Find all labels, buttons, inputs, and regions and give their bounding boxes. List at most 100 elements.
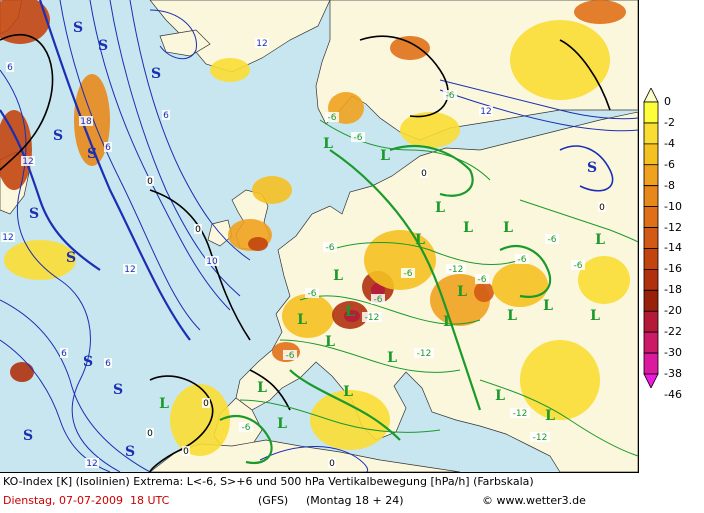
isoline-label-background bbox=[60, 348, 68, 358]
color-scale-swatch bbox=[643, 206, 659, 228]
isoline-label-background bbox=[21, 156, 35, 166]
isoline-value-label: -6 bbox=[574, 261, 583, 271]
isoline-value-label: 6 bbox=[105, 143, 111, 153]
isoline-label-background bbox=[104, 358, 112, 368]
vertical-motion-cell bbox=[371, 283, 385, 297]
color-scale-label: -38 bbox=[664, 367, 682, 380]
isoline-value-label: 0 bbox=[195, 225, 201, 235]
stable-center-label: S bbox=[125, 444, 135, 460]
isoline-value-label: -12 bbox=[513, 409, 528, 419]
labile-center-label: L bbox=[545, 408, 555, 424]
isoline-value-label: -6 bbox=[326, 243, 335, 253]
isoline-zero bbox=[0, 33, 54, 171]
isoline-positive bbox=[439, 79, 638, 120]
labile-center-label: L bbox=[595, 232, 605, 248]
isoline-label-background bbox=[1, 232, 15, 242]
isoline-label-background bbox=[79, 116, 93, 126]
color-scale-label: -14 bbox=[664, 241, 682, 255]
isoline-label-background bbox=[104, 142, 112, 152]
color-scale-label: 0 bbox=[664, 95, 671, 108]
isoline-label-background bbox=[146, 176, 154, 186]
isoline-negative bbox=[279, 339, 461, 373]
stable-center-label: S bbox=[87, 146, 97, 162]
isoline-value-label: 6 bbox=[7, 63, 13, 73]
isoline-negative bbox=[329, 242, 521, 266]
isoline-value-label: -12 bbox=[365, 313, 380, 323]
vertical-motion-cell bbox=[578, 256, 630, 304]
isoline-negative bbox=[319, 119, 491, 181]
isoline-positive bbox=[129, 0, 251, 261]
isoline-label-background bbox=[571, 260, 585, 270]
isoline-value-label: 6 bbox=[61, 349, 67, 359]
weather-map: S S S S S S S S S S S S L L L L L L L L L L L L L L L L L L L L L L L 12 6 18… bbox=[0, 0, 639, 473]
labile-center-label: L bbox=[387, 350, 397, 366]
isoline-label-background bbox=[255, 38, 269, 48]
stable-center-label: S bbox=[587, 160, 597, 176]
isoline-label-background bbox=[545, 234, 559, 244]
isoline-label-background bbox=[146, 428, 154, 438]
isoline-value-label: -6 bbox=[374, 295, 383, 305]
vertical-motion-cell bbox=[210, 58, 250, 82]
isoline-positive-bold bbox=[0, 109, 101, 271]
color-scale-label: -20 bbox=[664, 304, 682, 318]
isoline-label-background bbox=[515, 254, 529, 264]
stable-center-label: S bbox=[73, 20, 83, 36]
isoline-label-background bbox=[182, 446, 190, 456]
color-scale-swatch bbox=[643, 268, 659, 291]
isoline-label-background bbox=[446, 264, 466, 274]
labile-center-label: L bbox=[343, 384, 353, 400]
isoline-value-label: -12 bbox=[417, 349, 432, 359]
isoline-zero bbox=[559, 39, 611, 111]
color-scale-label: -18 bbox=[664, 283, 682, 297]
isoline-positive bbox=[59, 0, 201, 331]
labile-center-label: L bbox=[443, 314, 453, 330]
color-scale-swatch bbox=[643, 88, 659, 103]
isoline-positive bbox=[259, 445, 369, 472]
isoline-value-label: 0 bbox=[203, 399, 209, 409]
isoline-positive bbox=[439, 89, 638, 132]
isoline-label-background bbox=[85, 458, 99, 468]
isoline-value-label: 12 bbox=[256, 39, 267, 49]
isoline-label-background bbox=[123, 264, 137, 274]
isoline-zero bbox=[359, 35, 449, 118]
color-scale-label: -46 bbox=[664, 387, 682, 401]
isoline-value-label: -6 bbox=[308, 289, 317, 299]
isoline-label-background bbox=[305, 288, 319, 298]
isoline-value-label: 12 bbox=[86, 459, 97, 469]
vertical-motion-cell bbox=[520, 340, 600, 420]
labile-center-label: L bbox=[457, 284, 467, 300]
color-scale-swatch bbox=[643, 310, 659, 333]
isoline-zero bbox=[249, 369, 291, 411]
color-scale-swatch bbox=[643, 352, 659, 375]
labile-center-label: L bbox=[495, 388, 505, 404]
stable-center-label: S bbox=[66, 250, 76, 266]
stable-center-label: S bbox=[29, 206, 39, 222]
color-scale-swatch bbox=[643, 185, 659, 208]
isoline-label-background bbox=[475, 274, 489, 284]
isoline-negative-bold bbox=[219, 415, 273, 464]
isoline-value-label: -6 bbox=[446, 91, 455, 101]
vertical-motion-cell bbox=[492, 263, 548, 307]
vertical-motion-cell bbox=[0, 0, 50, 44]
color-scale-label: -8 bbox=[664, 178, 675, 192]
vertical-motion-cell bbox=[10, 362, 34, 382]
vertical-motion-cell bbox=[430, 274, 490, 326]
isoline-value-label: 12 bbox=[124, 265, 135, 275]
color-scale-swatch bbox=[643, 289, 659, 312]
color-scale-bar bbox=[643, 88, 659, 388]
labile-center-label: L bbox=[415, 232, 425, 248]
labile-center-label: L bbox=[333, 268, 343, 284]
isoline-value-label: -6 bbox=[286, 351, 295, 361]
isoline-value-label: 12 bbox=[2, 233, 13, 243]
labile-center-label: L bbox=[345, 304, 355, 320]
isoline-label-background bbox=[401, 268, 415, 278]
stable-center-label: S bbox=[23, 428, 33, 444]
color-scale-label: -6 bbox=[664, 157, 675, 171]
isoline-value-label: -6 bbox=[548, 235, 557, 245]
isoline-positive-bold bbox=[38, 0, 191, 341]
isoline-label-background bbox=[194, 224, 202, 234]
isoline-positive bbox=[0, 299, 151, 472]
stable-center-label: S bbox=[83, 354, 93, 370]
isoline-value-label: 0 bbox=[147, 429, 153, 439]
stable-center-label: S bbox=[113, 382, 123, 398]
